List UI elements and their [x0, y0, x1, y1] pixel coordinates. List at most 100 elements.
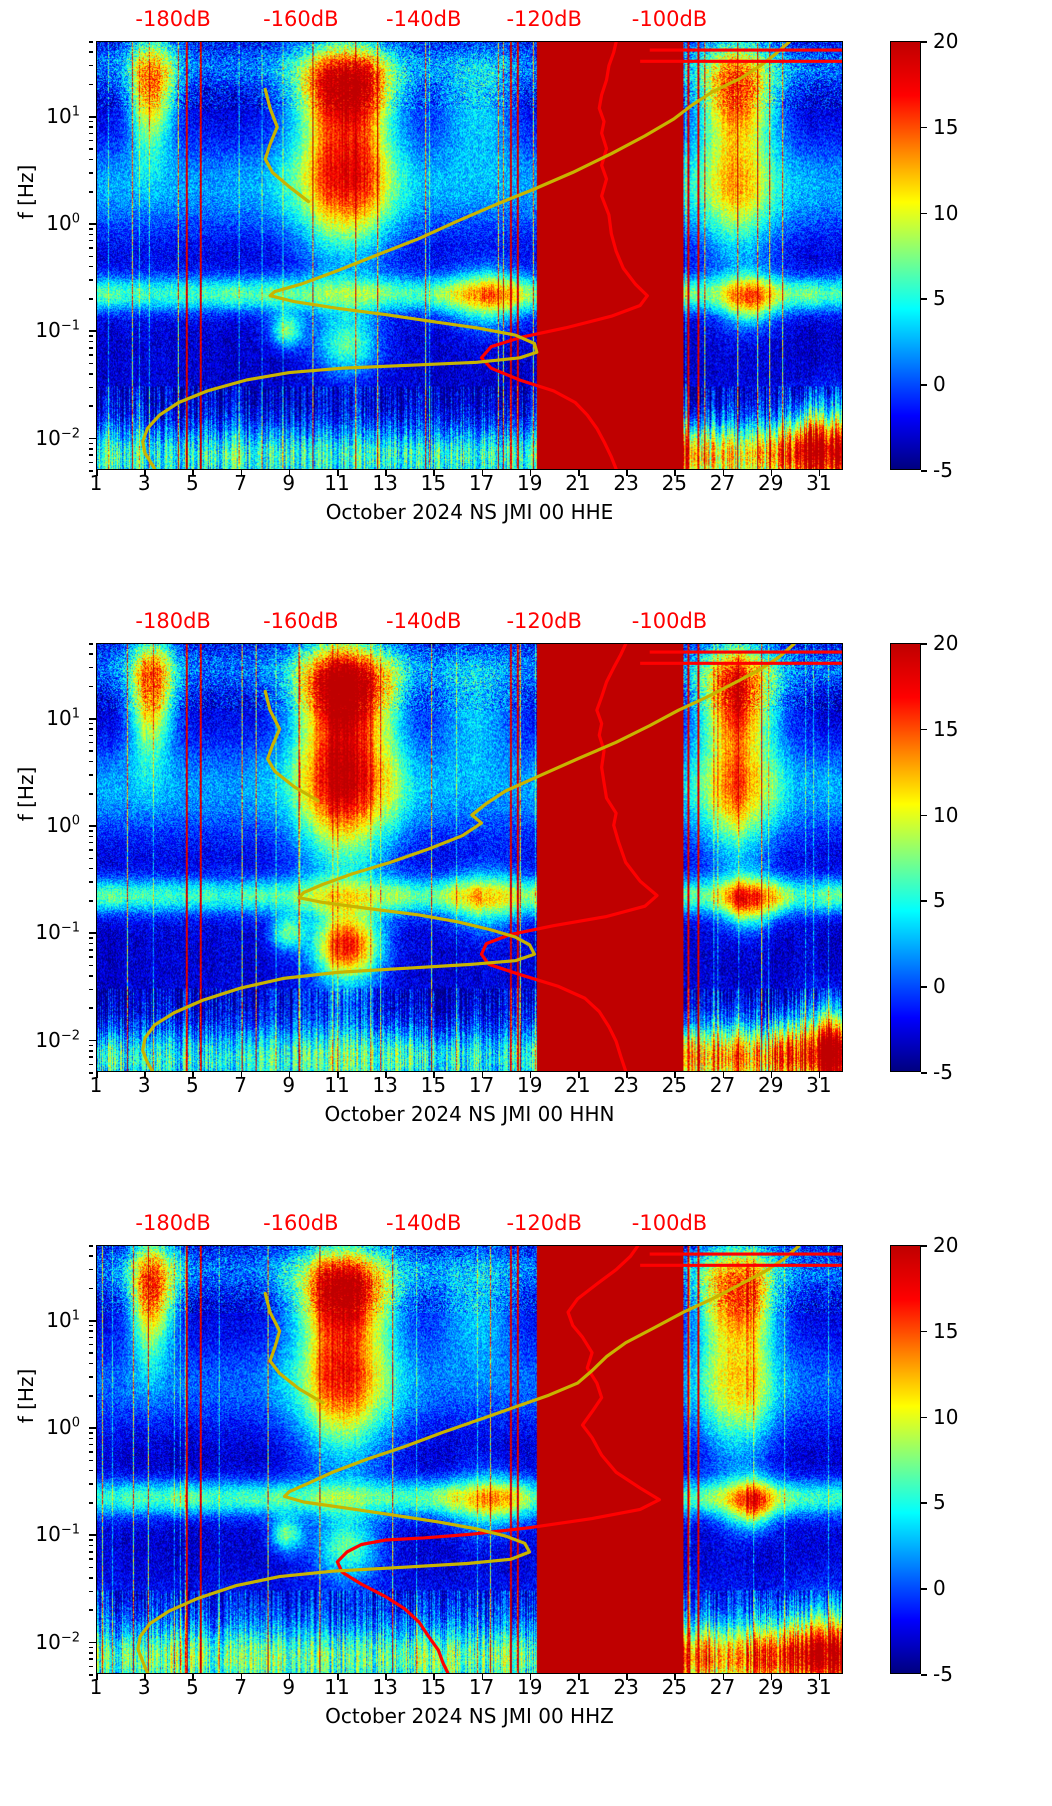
colorbar-tick-mark [921, 41, 927, 43]
x-tick-11: 11 [324, 471, 350, 495]
x-tick-13: 13 [372, 471, 398, 495]
x-tick-mark [626, 470, 628, 476]
colorbar-tick-mark [921, 728, 927, 731]
y-minor-tick [89, 470, 93, 472]
x-tick-mark [722, 470, 725, 476]
x-tick-mark [385, 1072, 387, 1078]
x-tick-mark [770, 1072, 773, 1078]
colorbar-tick-5: 5 [933, 888, 946, 913]
y-tick-mark [89, 825, 96, 827]
y-minor-tick [89, 83, 93, 86]
y-minor-tick [89, 1443, 93, 1446]
x-tick-25: 25 [661, 1073, 688, 1097]
y-minor-tick [89, 335, 93, 337]
y-minor-tick [89, 1255, 93, 1257]
y-minor-tick [89, 228, 93, 230]
overlay-curves-0 [141, 42, 842, 469]
colorbar-ticks-1: 20 15 10 5 0 -5 [921, 631, 991, 1084]
x-tick-23: 23 [613, 1675, 639, 1699]
colorbar-tick-0: 0 [933, 372, 946, 397]
red-curve-clipped-top [640, 1252, 842, 1267]
y-minor-tick [89, 964, 93, 967]
colorbar-tick-15: 15 [933, 716, 959, 741]
colorbar-tick-mark [921, 1674, 927, 1676]
x-tick-mark [626, 1072, 628, 1078]
y-minor-tick [89, 64, 93, 67]
y-minor-tick [89, 835, 93, 838]
x-tick-7: 7 [234, 1073, 247, 1097]
y-minor-tick [89, 158, 93, 161]
top-db-labels-1: -180dB -160dB -140dB -120dB -100dB [96, 608, 843, 638]
y-minor-tick [89, 373, 93, 375]
x-tick-mark [288, 1072, 291, 1078]
x-tick-mark [240, 470, 243, 476]
y-minor-tick [89, 1050, 93, 1052]
colorbar-2 [890, 1245, 921, 1674]
colorbar-tick-5: 5 [933, 1490, 946, 1515]
x-tick-25: 25 [661, 1675, 688, 1699]
y-minor-tick [89, 1590, 93, 1593]
x-tick-31: 31 [806, 1073, 832, 1097]
x-tick-mark [818, 1674, 821, 1680]
y-tick-0.01: 10−2 [35, 1629, 80, 1654]
y-tick-1: 100 [46, 211, 80, 236]
colorbar-1 [890, 643, 921, 1072]
y-minor-tick [89, 362, 93, 365]
top-db-label-2: -140dB [386, 7, 462, 31]
spectrogram-image-2 [97, 1246, 842, 1673]
top-db-label-0: -180dB [135, 609, 211, 633]
colorbar-tick-20: 20 [933, 631, 959, 655]
y-minor-tick [89, 1268, 93, 1271]
y-minor-tick [89, 448, 93, 450]
y-minor-tick [89, 1558, 93, 1560]
x-axis-label-2: October 2024 NS JMI 00 HHZ [325, 1704, 614, 1728]
plot-area-1 [96, 643, 843, 1072]
colorbar-gradient-2 [891, 1246, 920, 1673]
x-tick-23: 23 [613, 1073, 639, 1097]
y-minor-tick [89, 247, 93, 249]
x-tick-mark [336, 1072, 339, 1078]
x-tick-mark [626, 1674, 628, 1680]
y-tick-marks-2 [89, 1245, 97, 1676]
y-minor-tick [89, 405, 93, 408]
y-minor-tick [89, 937, 93, 939]
y-minor-tick [89, 956, 93, 958]
colorbar-tick-mark [921, 1245, 927, 1247]
colorbar-tick-10: 10 [933, 1404, 959, 1429]
x-tick-mark [577, 1072, 580, 1078]
x-tick-mark [722, 1072, 725, 1078]
x-tick-mark [96, 1072, 98, 1078]
x-tick-3: 3 [137, 1073, 151, 1097]
x-tick-17: 17 [468, 471, 495, 495]
panel-hhn: -180dB -160dB -140dB -120dB -100dB f [Hz] 10… [0, 602, 1052, 1204]
colorbar-tick-mark [921, 1416, 927, 1419]
y-minor-tick [89, 1551, 93, 1553]
y-minor-tick [89, 643, 93, 645]
colorbar-tick-mark [921, 986, 927, 988]
y-minor-tick [89, 734, 93, 737]
y-minor-tick [89, 347, 93, 349]
x-tick-mark [385, 1674, 387, 1680]
y-tick-0.1: 10−1 [35, 318, 80, 343]
y-minor-tick [89, 1451, 93, 1453]
x-tick-mark [385, 470, 387, 476]
y-minor-tick [89, 239, 93, 242]
colorbar-tick-mark [921, 212, 927, 215]
x-tick-3: 3 [137, 1675, 151, 1699]
y-minor-tick [89, 792, 93, 795]
red-psd-curve [335, 1246, 661, 1673]
x-tick-mark [674, 1072, 676, 1078]
y-minor-tick [89, 132, 93, 135]
y-minor-tick [89, 685, 93, 688]
y-minor-tick [89, 255, 93, 258]
yellow-nlnm-curve [141, 42, 791, 469]
y-tick-1: 100 [46, 1415, 80, 1440]
x-tick-mark [144, 1674, 146, 1680]
x-tick-mark [529, 470, 532, 476]
x-tick-31: 31 [806, 1675, 832, 1699]
y-minor-tick [89, 849, 93, 851]
colorbar-tick-5: 5 [933, 286, 946, 311]
x-tick-5: 5 [186, 1073, 199, 1097]
y-minor-tick [89, 461, 93, 464]
